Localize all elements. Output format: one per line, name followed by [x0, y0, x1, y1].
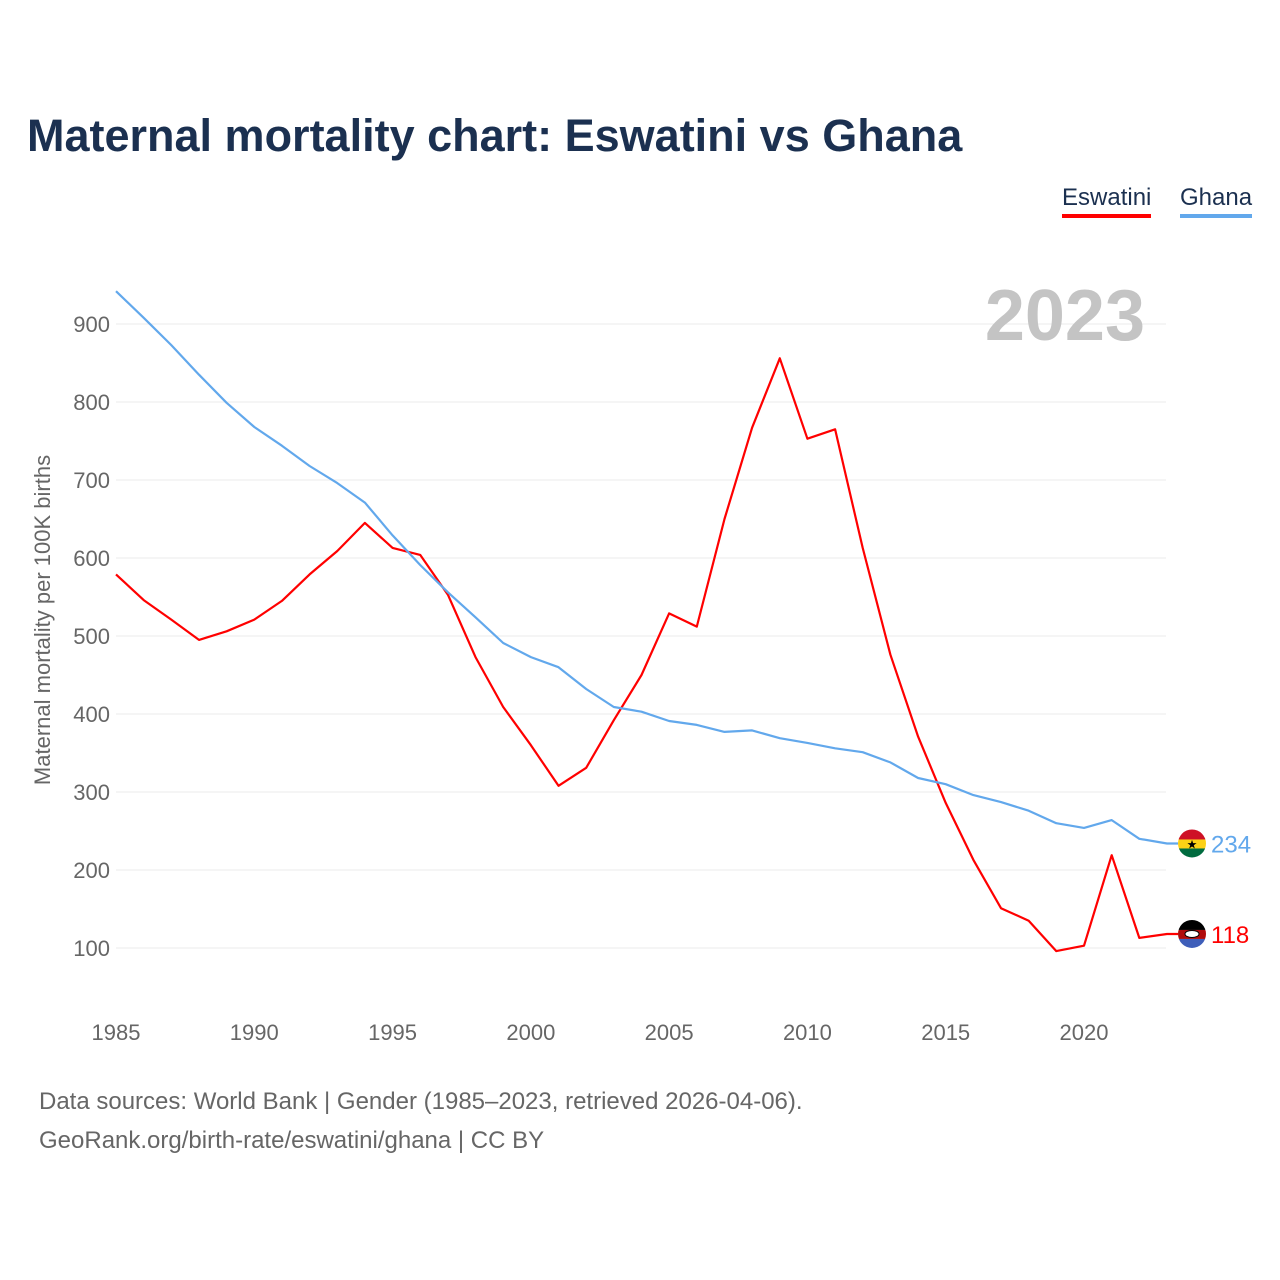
series-line-eswatini: [115, 357, 1178, 953]
footer-link[interactable]: GeoRank.org/birth-rate/eswatini/ghana | …: [39, 1127, 545, 1154]
y-tick-label: 100: [73, 936, 110, 961]
y-tick-label: 200: [73, 858, 110, 883]
y-tick-label: 300: [73, 780, 110, 805]
x-tick-label: 2015: [921, 1020, 970, 1045]
y-tick-label: 400: [73, 702, 110, 727]
legend-eswatini[interactable]: Eswatini: [1062, 184, 1152, 218]
svg-text:★: ★: [1187, 837, 1198, 851]
y-tick-label: 800: [73, 390, 110, 415]
x-tick-label: 1990: [230, 1020, 279, 1045]
ghana-flag-icon: ★: [1178, 829, 1206, 858]
y-axis-label: Maternal mortality per 100K births: [30, 455, 55, 785]
series-line-ghana: [115, 290, 1178, 845]
eswatini-flag-icon: [1178, 919, 1206, 948]
x-tick-label: 2010: [783, 1020, 832, 1045]
chart-title: Maternal mortality chart: Eswatini vs Gh…: [27, 110, 963, 161]
end-value-label-eswatini: 118: [1211, 922, 1249, 949]
y-tick-label: 600: [73, 546, 110, 571]
y-tick-label: 700: [73, 468, 110, 493]
x-tick-label: 1995: [368, 1020, 417, 1045]
x-tick-label: 2005: [645, 1020, 694, 1045]
end-value-label-ghana: 234: [1211, 831, 1251, 858]
x-tick-label: 1985: [92, 1020, 141, 1045]
year-label: 2023: [985, 276, 1145, 356]
y-tick-label: 900: [73, 312, 110, 337]
x-tick-label: 2020: [1060, 1020, 1109, 1045]
legend-ghana[interactable]: Ghana: [1180, 184, 1253, 218]
x-tick-label: 2000: [506, 1020, 555, 1045]
footer-sources: Data sources: World Bank | Gender (1985–…: [39, 1088, 803, 1115]
y-tick-label: 500: [73, 624, 110, 649]
